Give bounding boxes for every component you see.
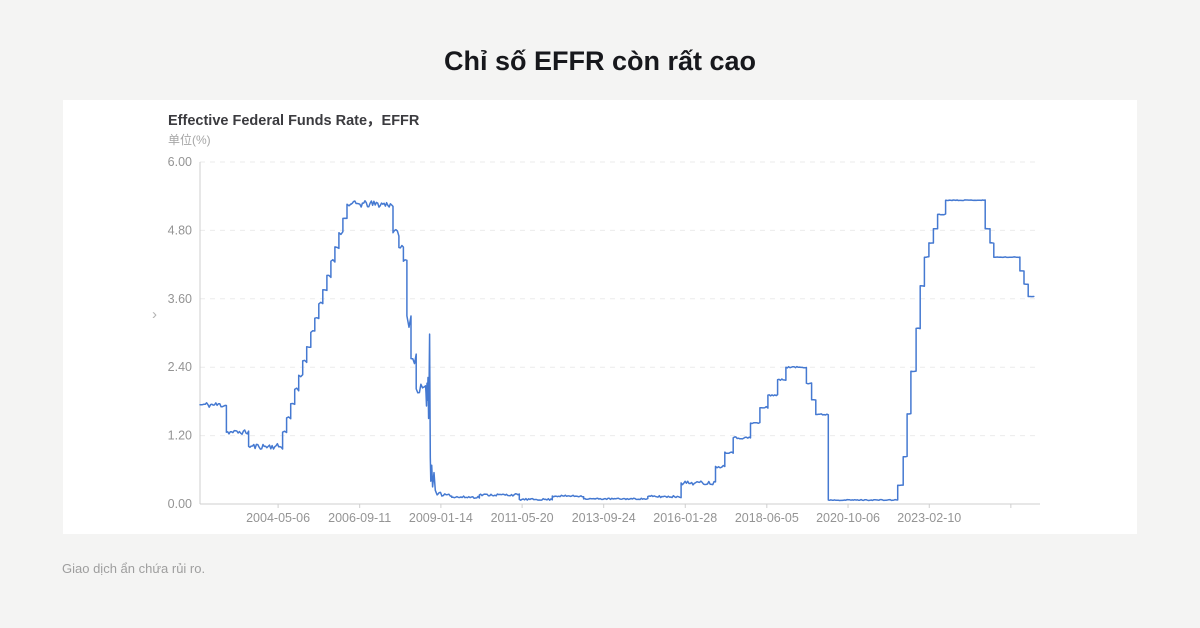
chart-title: Effective Federal Funds Rate，EFFR (168, 113, 420, 129)
y-axis-tick-label: 3.60 (168, 292, 192, 306)
effr-line (199, 199, 1035, 502)
x-axis-tick-label: 2004-05-06 (246, 511, 310, 525)
x-axis-tick-label: 2011-05-20 (491, 511, 554, 525)
x-axis-tick-label: 2013-09-24 (572, 511, 636, 525)
unit-label: 单位(%) (168, 133, 211, 147)
y-axis-tick-label: 6.00 (168, 155, 192, 169)
y-axis-tick-label: 4.80 (168, 223, 192, 237)
x-axis-tick-label: 2018-06-05 (735, 511, 799, 525)
y-axis-tick-label: 2.40 (168, 360, 192, 374)
risk-disclaimer: Giao dịch ẩn chứa rủi ro. (62, 561, 206, 576)
x-axis-tick-label: 2016-01-28 (653, 511, 717, 525)
x-axis-tick-label: 2023-02-10 (897, 511, 961, 525)
chevron-right-icon[interactable]: › (152, 306, 157, 323)
x-axis-tick-label: 2020-10-06 (816, 511, 880, 525)
y-axis-tick-label: 0.00 (168, 497, 192, 511)
effr-line-chart: 6.00 4.80 3.60 2.40 1.20 0.00 2004-05-06 2006-0… (168, 155, 1040, 525)
chart-card: Effective Federal Funds Rate，EFFR 单位(%) … (63, 100, 1137, 534)
y-axis-tick-label: 1.20 (168, 429, 192, 443)
x-axis-tick-label: 2009-01-14 (409, 511, 473, 525)
page-title: Chỉ số EFFR còn rất cao (443, 46, 757, 76)
x-axis-tick-label: 2006-09-11 (328, 511, 391, 525)
